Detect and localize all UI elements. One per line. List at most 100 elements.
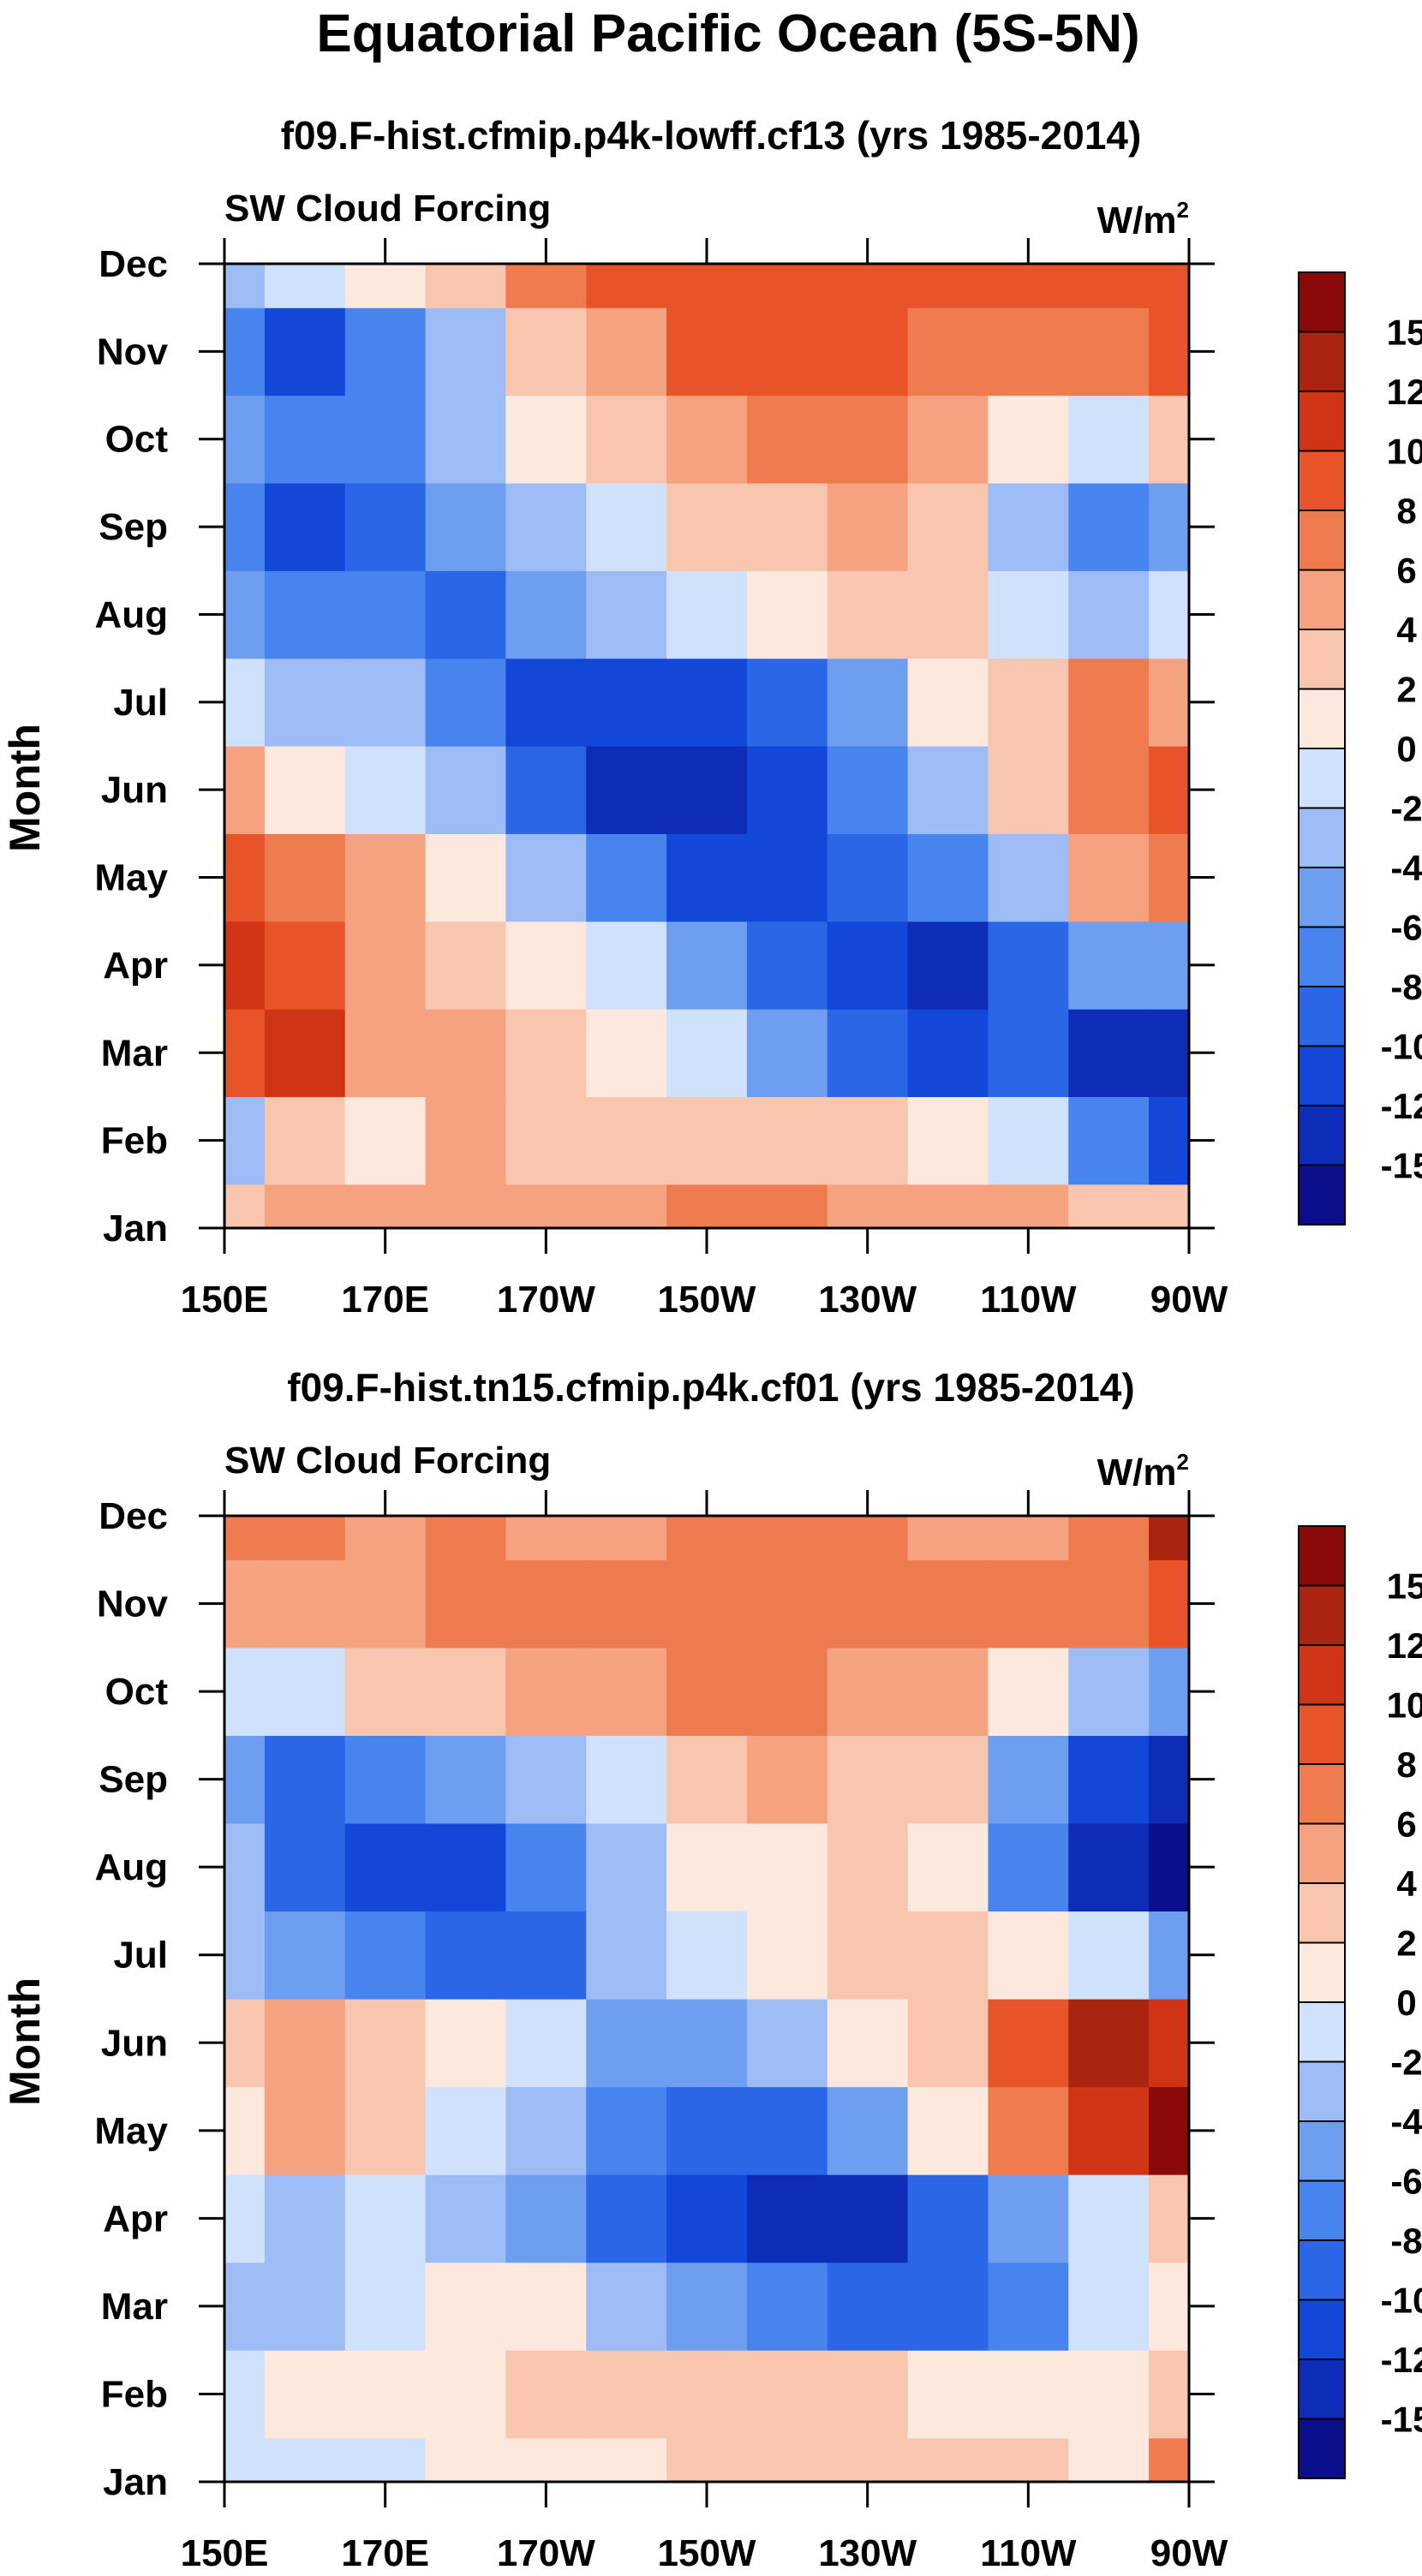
heatmap-cell xyxy=(344,1822,427,1912)
heatmap-cell xyxy=(264,2174,346,2263)
heatmap-panel-1: f09.F-hist.cfmip.p4k-lowff.cf13 (yrs 198… xyxy=(1,113,1422,1321)
heatmap-cell xyxy=(586,1647,667,1736)
colorbar-box xyxy=(1298,1584,1346,1646)
heatmap-cell xyxy=(827,1735,909,1824)
heatmap-cell xyxy=(746,1999,828,2088)
heatmap-cell xyxy=(425,2437,507,2483)
colorbar-box xyxy=(1298,867,1346,928)
heatmap-cell xyxy=(586,482,667,571)
colorbar-box xyxy=(1298,1941,1346,2003)
heatmap-cell xyxy=(425,395,507,484)
colorbar-box xyxy=(1298,510,1346,571)
heatmap-cell xyxy=(1149,1911,1190,2000)
colorbar-box xyxy=(1298,2001,1346,2063)
heatmap-cell xyxy=(425,1911,507,2000)
heatmap-cell xyxy=(988,2350,1069,2439)
heatmap-cell xyxy=(1068,482,1150,571)
heatmap-cell xyxy=(1068,395,1150,484)
left-label: SW Cloud Forcing xyxy=(224,1440,551,1482)
heatmap-cell xyxy=(1149,2086,1190,2175)
heatmap-cell xyxy=(1149,1999,1190,2088)
heatmap-cell xyxy=(1068,746,1150,834)
heatmap-cell xyxy=(1149,658,1190,747)
heatmap-cell xyxy=(1149,2262,1190,2351)
heatmap-cell xyxy=(586,2174,667,2263)
heatmap-cell xyxy=(988,658,1069,747)
heatmap-cells xyxy=(224,1516,1190,2483)
y-tick-label: Aug xyxy=(94,1846,168,1888)
heatmap-cell xyxy=(666,1184,748,1229)
heatmap-cell xyxy=(666,2437,748,2483)
heatmap-cell xyxy=(907,658,989,747)
heatmap-cell xyxy=(425,482,507,571)
colorbar-label: 8 xyxy=(1396,491,1416,531)
heatmap-cell xyxy=(505,833,587,922)
colorbar-label: -2 xyxy=(1390,2042,1422,2083)
heatmap-cell xyxy=(586,1735,667,1824)
heatmap-cell xyxy=(505,482,587,571)
heatmap-cell xyxy=(907,1009,989,1098)
heatmap-cell xyxy=(1149,1516,1190,1560)
heatmap-cell xyxy=(425,2174,507,2263)
heatmap-cell xyxy=(827,2437,909,2483)
heatmap-cell xyxy=(344,307,427,397)
x-tick-label: 90W xyxy=(1150,1279,1228,1321)
heatmap-cell xyxy=(344,1911,427,2000)
heatmap-cell xyxy=(586,1184,667,1229)
heatmap-cell xyxy=(827,1999,909,2088)
heatmap-cell xyxy=(907,1559,989,1649)
heatmap-cell xyxy=(1068,1096,1150,1185)
heatmap-cell xyxy=(907,1822,989,1912)
y-tick-label: Sep xyxy=(99,1759,168,1801)
heatmap-cell xyxy=(827,1911,909,2000)
heatmap-cell xyxy=(988,2437,1069,2483)
heatmap-cell xyxy=(505,1009,587,1098)
axis-ticks xyxy=(199,238,1215,1254)
colorbar-label: -15 xyxy=(1381,1146,1422,1186)
heatmap-cell xyxy=(666,1647,748,1736)
heatmap-cell xyxy=(224,2437,266,2483)
y-tick-label: Jun xyxy=(101,2022,168,2064)
heatmap-cell xyxy=(344,1999,427,2088)
heatmap-cell xyxy=(505,1822,587,1912)
heatmap-cell xyxy=(666,1822,748,1912)
heatmap-cell xyxy=(586,1999,667,2088)
heatmap-cell xyxy=(746,2174,828,2263)
heatmap-cell xyxy=(344,1559,427,1649)
y-tick-label: Feb xyxy=(101,2373,168,2415)
x-tick-labels: 150E 170E 170W 150W 130W 110W 90W xyxy=(181,2532,1228,2574)
y-tick-label: Apr xyxy=(103,2197,168,2239)
heatmap-cell xyxy=(1149,264,1190,308)
heatmap-cell xyxy=(827,921,909,1010)
heatmap-cell xyxy=(1149,2350,1190,2439)
y-axis-title: Month xyxy=(1,724,49,852)
heatmap-cell xyxy=(988,2262,1069,2351)
colorbar-label: -12 xyxy=(1381,1086,1422,1126)
heatmap-cell xyxy=(666,1735,748,1824)
heatmap-cell xyxy=(746,307,828,397)
heatmap-cells xyxy=(224,264,1190,1229)
heatmap-cell xyxy=(224,482,266,571)
heatmap-cell xyxy=(1068,264,1150,308)
heatmap-cell xyxy=(666,2174,748,2263)
heatmap-cell xyxy=(907,1911,989,2000)
heatmap-cell xyxy=(1068,1911,1150,2000)
heatmap-cell xyxy=(666,833,748,922)
heatmap-cell xyxy=(264,921,346,1010)
y-tick-label: Apr xyxy=(103,945,168,987)
x-tick-label: 110W xyxy=(980,2532,1077,2574)
heatmap-cell xyxy=(827,2262,909,2351)
colorbar-box xyxy=(1298,807,1346,868)
heatmap-cell xyxy=(505,658,587,747)
heatmap-cell xyxy=(344,921,427,1010)
heatmap-cell xyxy=(988,1096,1069,1185)
colorbar-box xyxy=(1298,2299,1346,2360)
heatmap-cell xyxy=(264,2437,346,2483)
colorbar-box xyxy=(1298,986,1346,1047)
colorbar-label: -2 xyxy=(1390,789,1422,829)
heatmap-cell xyxy=(988,1559,1069,1649)
heatmap-cell xyxy=(425,570,507,659)
heatmap-cell xyxy=(1149,2437,1190,2483)
heatmap-cell xyxy=(988,746,1069,834)
